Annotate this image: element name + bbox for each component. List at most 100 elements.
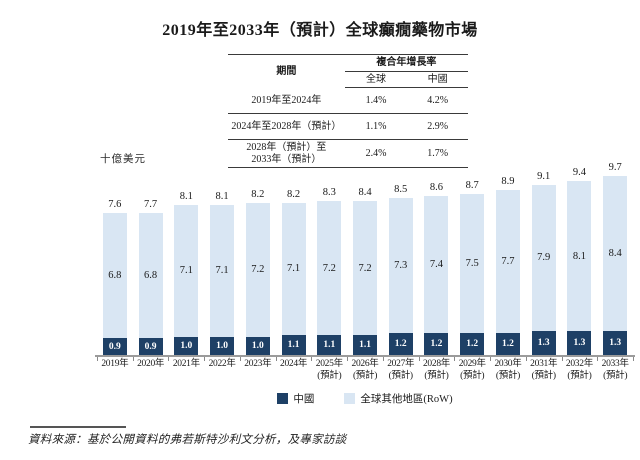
x-tick xyxy=(168,357,170,361)
bar-segment-row: 7.7 xyxy=(495,190,520,333)
chart-legend: 中國 全球其他地區(RoW) xyxy=(97,391,633,406)
x-tick xyxy=(418,357,420,361)
bar-total-label: 7.7 xyxy=(144,198,158,210)
bar-total-label: 8.3 xyxy=(322,187,336,199)
bar-2028年: 8.6 7.4 1.2 xyxy=(424,182,449,355)
row-value-label: 7.2 xyxy=(358,262,372,274)
china-value-label: 1.0 xyxy=(251,340,264,351)
bar-slot: 9.1 7.9 1.3 xyxy=(526,171,562,355)
row-value-label: 7.3 xyxy=(394,259,408,271)
row-value-label: 7.1 xyxy=(215,265,229,277)
china-value-label: 1.3 xyxy=(573,337,586,348)
x-tick-label: 2021年 xyxy=(172,359,200,369)
cagr-table-cagr-header: 複合年增長率 xyxy=(344,54,468,72)
x-tick xyxy=(311,357,313,361)
x-tick xyxy=(490,357,492,361)
bar-segment-china: 0.9 xyxy=(138,338,163,355)
bar-2026年: 8.4 7.2 1.1 xyxy=(353,187,377,355)
cagr-global-cell: 1.1% xyxy=(344,113,408,140)
bar-total-label: 7.6 xyxy=(108,198,122,210)
x-tick xyxy=(382,357,384,361)
x-tick-label: 2025年 (預計) xyxy=(315,359,343,381)
row-value-label: 7.2 xyxy=(322,262,336,274)
x-tick xyxy=(561,357,563,361)
bar-2029年: 8.7 7.5 1.2 xyxy=(460,180,485,355)
china-value-label: 1.2 xyxy=(394,338,407,349)
bar-total-label: 8.1 xyxy=(179,191,193,203)
bar-slot: 8.1 7.1 1.0 xyxy=(204,191,240,355)
row-value-label: 7.2 xyxy=(251,264,265,276)
x-tick-label: 2022年 xyxy=(208,359,236,369)
x-tick xyxy=(525,357,527,361)
bar-segment-row: 7.1 xyxy=(174,205,199,337)
cagr-china-cell: 4.2% xyxy=(407,87,468,114)
bar-segment-row: 7.3 xyxy=(388,197,413,333)
bar-2032年: 9.4 8.1 1.3 xyxy=(567,167,592,355)
bar-segment-row: 7.1 xyxy=(281,203,306,335)
row-value-label: 7.1 xyxy=(286,263,301,275)
bar-slot: 8.2 7.1 1.1 xyxy=(276,189,312,355)
bar-segment-row: 8.1 xyxy=(567,181,592,331)
bar-segment-china: 1.1 xyxy=(317,334,342,355)
x-tick-label: 2027年 (預計) xyxy=(387,359,415,381)
bar-segment-china: 1.0 xyxy=(210,336,235,355)
footnote-divider xyxy=(30,426,126,428)
bar-segment-china: 1.2 xyxy=(424,332,449,355)
bar-segment-china: 1.3 xyxy=(567,330,592,355)
cagr-global-cell: 1.4% xyxy=(344,87,408,114)
row-value-label: 7.4 xyxy=(429,258,444,270)
bar-slot: 8.7 7.5 1.2 xyxy=(454,180,490,355)
bar-2023年: 8.2 7.2 1.0 xyxy=(245,189,270,355)
bar-total-label: 9.7 xyxy=(608,161,622,173)
bar-total-label: 8.7 xyxy=(465,180,479,192)
bar-2021年: 8.1 7.1 1.0 xyxy=(174,191,199,355)
bar-segment-china: 1.3 xyxy=(603,330,628,355)
bar-total-label: 8.9 xyxy=(501,176,515,188)
china-value-label: 1.2 xyxy=(502,338,514,349)
china-value-label: 1.1 xyxy=(323,339,336,350)
x-tick xyxy=(633,357,634,361)
x-tick-label: 2019年 xyxy=(101,359,129,369)
row-swatch-icon xyxy=(344,393,356,404)
x-axis-ticks xyxy=(97,357,634,362)
row-value-label: 7.9 xyxy=(537,252,551,264)
bar-slot: 7.6 6.8 0.9 xyxy=(97,199,133,355)
china-value-label: 1.2 xyxy=(430,338,443,349)
bar-total-label: 8.4 xyxy=(358,187,372,199)
row-value-label: 6.8 xyxy=(108,269,122,281)
bar-2025年: 8.3 7.2 1.1 xyxy=(317,187,342,355)
legend-item-china: 中國 xyxy=(277,391,314,406)
x-tick xyxy=(97,357,98,361)
x-tick-label: 2033年 (預計) xyxy=(601,359,629,381)
china-value-label: 1.3 xyxy=(609,337,622,348)
bar-slot: 8.6 7.4 1.2 xyxy=(419,182,455,355)
cagr-table-row: 2019年至2024年 1.4% 4.2% xyxy=(228,87,468,114)
x-tick-label: 2023年 xyxy=(244,359,272,369)
cagr-global-cell: 2.4% xyxy=(344,139,408,168)
x-tick-label: 2031年 (預計) xyxy=(530,359,558,381)
legend-china-label: 中國 xyxy=(293,394,315,405)
bar-slot: 8.4 7.2 1.1 xyxy=(347,187,383,355)
bar-segment-china: 1.3 xyxy=(531,330,556,355)
bar-total-label: 8.2 xyxy=(286,189,301,201)
y-axis-unit-label: 十億美元 xyxy=(100,154,146,165)
x-tick xyxy=(239,357,241,361)
china-value-label: 0.9 xyxy=(144,341,157,352)
bar-segment-china: 1.1 xyxy=(353,334,377,355)
bar-2030年: 8.9 7.7 1.2 xyxy=(495,176,520,355)
bar-segment-row: 7.2 xyxy=(245,203,270,337)
bar-segment-row: 7.5 xyxy=(460,194,485,333)
bar-slot: 8.2 7.2 1.0 xyxy=(240,189,276,355)
x-tick xyxy=(132,357,134,361)
bar-2027年: 8.5 7.3 1.2 xyxy=(388,184,413,355)
plot-area: 7.6 6.8 0.9 7.7 6.8 0.9 8.1 7.1 1.0 8.1 7.1 1.0 8.2 7… xyxy=(97,158,633,355)
bar-2031年: 9.1 7.9 1.3 xyxy=(531,171,556,355)
row-value-label: 7.7 xyxy=(501,256,515,268)
bar-segment-row: 7.1 xyxy=(210,205,235,337)
bar-slot: 8.1 7.1 1.0 xyxy=(168,191,204,355)
china-value-label: 1.0 xyxy=(180,340,193,351)
bar-segment-row: 6.8 xyxy=(102,212,127,339)
bar-total-label: 9.4 xyxy=(572,167,586,179)
cagr-table-period-header: 期間 xyxy=(228,54,345,88)
